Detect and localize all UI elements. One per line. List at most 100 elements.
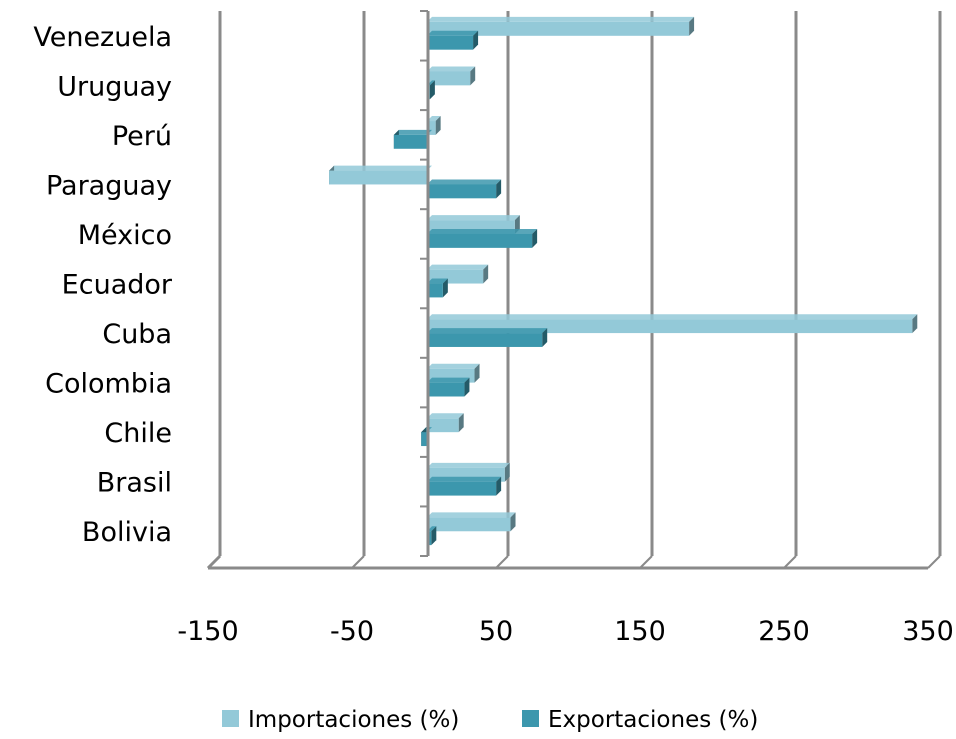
bar-top-face [427, 363, 480, 369]
bar [427, 179, 502, 199]
bar-front-face [427, 333, 543, 347]
bar [427, 278, 448, 298]
bar-end-face [483, 264, 489, 284]
bar-top-face [427, 264, 489, 270]
bar-top-face [427, 462, 510, 468]
bars [329, 16, 918, 546]
bar-front-face [427, 233, 533, 248]
gridlines [207, 11, 942, 569]
axes [208, 10, 928, 570]
bar [427, 413, 464, 433]
bar-front-face [427, 418, 459, 433]
category-label: Venezuela [33, 22, 172, 53]
bar-front-face [427, 121, 436, 135]
bar-top-face [427, 314, 918, 320]
floor-tick [927, 555, 941, 569]
bar-end-face [435, 116, 441, 135]
value-tick-labels: -150 -50 50 150 250 350 [177, 616, 953, 647]
floor-tick [351, 555, 365, 569]
bar-top-face [427, 413, 464, 419]
legend-label: Exportaciones (%) [548, 707, 758, 733]
floor-tick [207, 555, 221, 569]
bar-end-face [470, 66, 476, 86]
category-label: Perú [112, 121, 172, 152]
bar-end-face [532, 228, 538, 248]
bar-end-face [542, 328, 548, 347]
bar [329, 165, 432, 185]
x-tick-label: 150 [614, 616, 666, 647]
bar-end-face [496, 476, 502, 496]
x-tick-label: 50 [479, 616, 513, 647]
bar-front-face [329, 170, 427, 185]
category-label: Cuba [102, 319, 172, 350]
bar-front-face [427, 35, 474, 50]
bar-end-face [504, 462, 510, 482]
bar-front-face [427, 517, 511, 532]
category-label: México [78, 220, 172, 251]
bar-end-face [473, 30, 479, 50]
legend: Importaciones (%) Exportaciones (%) [222, 707, 758, 733]
bar-front-face [427, 21, 690, 36]
category-label: Chile [104, 418, 172, 449]
bar [427, 314, 918, 334]
bar-front-face [427, 319, 913, 334]
bar-top-face [427, 116, 441, 122]
bar-top-face [427, 328, 548, 334]
x-tick-label: -50 [330, 616, 374, 647]
bar-end-face [429, 80, 435, 100]
bar [427, 377, 470, 397]
bar-end-face [464, 377, 470, 397]
floor-tick [495, 555, 509, 569]
bar [393, 129, 432, 149]
legend-label: Importaciones (%) [248, 707, 459, 733]
bar-top-face [427, 377, 470, 383]
bar-end-face [431, 526, 437, 546]
bar [427, 16, 695, 36]
bar-top-face [427, 30, 479, 36]
category-label: Uruguay [57, 71, 172, 102]
bar-front-face [427, 71, 471, 86]
floor-tick [783, 555, 797, 569]
bar-top-face [427, 512, 516, 518]
x-tick-label: 250 [758, 616, 810, 647]
floor-tick [639, 555, 653, 569]
bar [427, 116, 441, 135]
x-tick-label: 350 [902, 616, 954, 647]
bar-front-face [427, 283, 443, 298]
bar [427, 228, 538, 248]
bar [427, 512, 516, 532]
bar-top-face [427, 66, 476, 72]
bar-end-face [496, 179, 502, 199]
chart-back-wall [206, 11, 222, 570]
bar [427, 476, 502, 496]
bar [427, 328, 548, 347]
bar-end-face [510, 512, 516, 532]
bar-top-face [329, 165, 432, 171]
category-label: Ecuador [62, 270, 173, 301]
bar-end-face [689, 16, 695, 36]
legend-swatch [222, 710, 239, 727]
bar-front-face [427, 184, 497, 199]
category-label: Bolivia [82, 517, 172, 548]
category-label: Colombia [45, 369, 172, 400]
legend-swatch [522, 710, 539, 727]
bar [427, 66, 476, 86]
bar [427, 30, 479, 50]
bar-top-face [427, 215, 520, 221]
bar-end-face [458, 413, 464, 433]
bar-front-face [393, 134, 427, 149]
bar-end-face [442, 278, 448, 298]
bar-end-face [912, 314, 918, 334]
category-label: Brasil [97, 468, 172, 499]
x-tick-label: -150 [177, 616, 238, 647]
bar-top-face [393, 129, 432, 135]
bar-front-face [421, 432, 427, 447]
bar-top-face [427, 16, 695, 22]
category-labels: Venezuela Uruguay Perú Paraguay México Ecuado… [33, 22, 173, 548]
bar-end-face [474, 363, 480, 383]
bar-front-face [427, 382, 465, 397]
bar-top-face [427, 278, 448, 284]
bar-top-face [427, 179, 502, 185]
bar-top-face [427, 228, 538, 234]
